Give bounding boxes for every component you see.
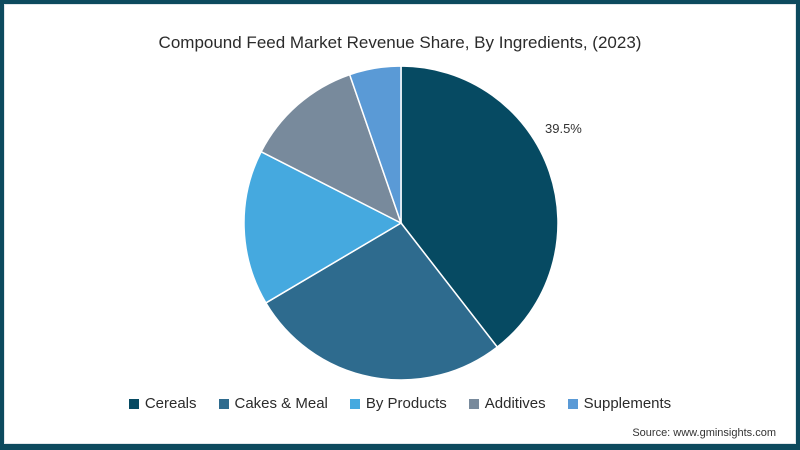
pie-slice-cakes-meal xyxy=(264,222,499,381)
legend-item-cereals: Cereals xyxy=(128,395,197,412)
legend-item-cakes-meal: Cakes & Meal xyxy=(218,395,328,412)
pie-slice-supplements xyxy=(348,65,402,224)
legend-item-by-products: By Products xyxy=(349,395,447,412)
chart-title: Compound Feed Market Revenue Share, By I… xyxy=(158,33,642,52)
legend-swatch xyxy=(128,398,139,409)
legend-swatch xyxy=(218,398,229,409)
pie-slice-cereals xyxy=(400,65,559,349)
pie-slice-additives xyxy=(260,73,403,225)
source-note: Source: www.gminsights.com xyxy=(632,427,776,439)
legend-swatch xyxy=(349,398,360,409)
legend-item-additives: Additives xyxy=(468,395,546,412)
legend-item-supplements: Supplements xyxy=(567,395,671,412)
legend: Cereals Cakes & Meal By Products Additiv… xyxy=(0,395,800,412)
legend-swatch xyxy=(567,398,578,409)
cereals-data-label: 39.5% xyxy=(545,121,582,136)
legend-swatch xyxy=(468,398,479,409)
pie-slice-by-products xyxy=(243,150,403,304)
